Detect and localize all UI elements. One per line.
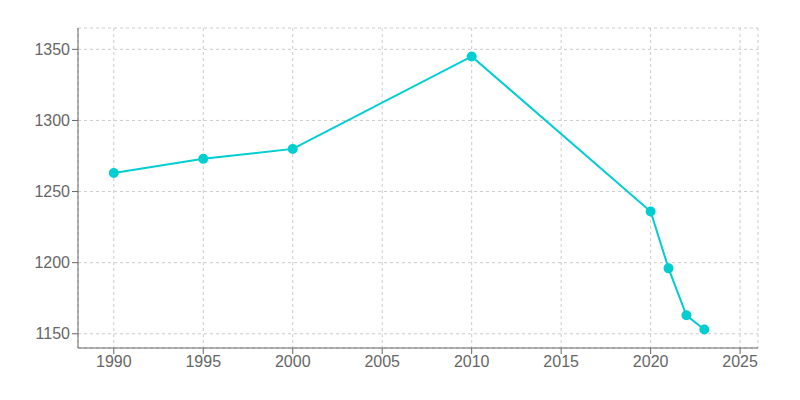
svg-text:2010: 2010: [454, 353, 490, 370]
svg-text:1150: 1150: [36, 325, 71, 342]
svg-text:1300: 1300: [34, 112, 70, 129]
svg-text:1350: 1350: [34, 41, 70, 58]
svg-text:2015: 2015: [543, 353, 579, 370]
svg-text:2020: 2020: [633, 353, 669, 370]
svg-text:1990: 1990: [96, 353, 132, 370]
svg-text:2005: 2005: [364, 353, 400, 370]
svg-text:2000: 2000: [275, 353, 311, 370]
svg-text:1250: 1250: [34, 183, 70, 200]
svg-text:2025: 2025: [722, 353, 758, 370]
svg-text:1995: 1995: [185, 353, 221, 370]
svg-text:1200: 1200: [34, 254, 70, 271]
